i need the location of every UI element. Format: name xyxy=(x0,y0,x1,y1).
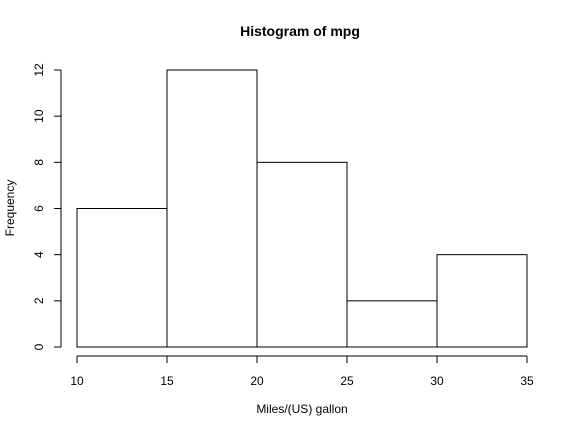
y-tick-label: 12 xyxy=(32,63,46,77)
bars-group xyxy=(76,69,528,348)
y-tick-label: 4 xyxy=(32,251,46,258)
x-axis: 10 15 20 25 30 35 xyxy=(70,355,534,388)
x-tick-label: 35 xyxy=(520,374,534,388)
histogram-bar xyxy=(166,69,258,348)
x-tick-label: 15 xyxy=(160,374,174,388)
y-tick-label: 0 xyxy=(32,343,46,350)
y-tick-label: 2 xyxy=(32,297,46,304)
y-tick-label: 6 xyxy=(32,205,46,212)
histogram-bar xyxy=(436,254,528,348)
y-axis-label: Frequency xyxy=(3,180,17,237)
chart-title: Histogram of mpg xyxy=(240,23,360,39)
y-tick-label: 8 xyxy=(32,159,46,166)
x-tick-label: 25 xyxy=(340,374,354,388)
y-tick-label: 10 xyxy=(32,109,46,123)
histogram-bar xyxy=(256,161,348,348)
histogram-bar xyxy=(346,300,438,348)
x-tick-label: 30 xyxy=(430,374,444,388)
x-axis-label: Miles/(US) gallon xyxy=(256,402,347,416)
y-axis: 0 2 4 6 8 10 12 xyxy=(32,63,62,350)
x-tick-label: 10 xyxy=(70,374,84,388)
histogram-bar xyxy=(76,208,168,348)
x-tick-label: 20 xyxy=(250,374,264,388)
